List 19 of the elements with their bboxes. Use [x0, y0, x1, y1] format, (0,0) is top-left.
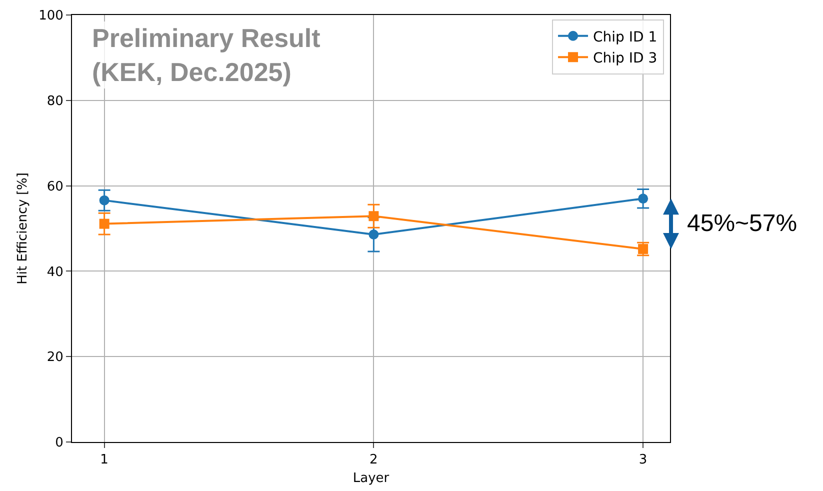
y-tick-label: 20 [46, 350, 64, 366]
y-tick-label: 80 [46, 94, 64, 109]
point [368, 211, 379, 222]
y-tick-label: 0 [55, 436, 64, 451]
x-tick-label: 2 [370, 452, 378, 468]
x-tick-label: 1 [100, 452, 108, 468]
text: 45%~57% [687, 210, 798, 237]
point [99, 218, 110, 229]
x-axis-title: Layer [352, 471, 390, 486]
point [368, 229, 379, 240]
legend-label: Chip ID 1 [593, 29, 658, 46]
y-axis-title: Hit Efficiency [%] [16, 172, 31, 284]
annotation: Preliminary Result (KEK, Dec.2025) [92, 23, 321, 87]
x-tick-label: 3 [638, 452, 648, 468]
legend-label: Chip ID 3 [593, 50, 658, 67]
y-tick-label: 40 [46, 264, 64, 280]
point [99, 195, 110, 206]
y-tick-label: 100 [38, 8, 64, 24]
y-tick-label: 60 [46, 179, 64, 194]
